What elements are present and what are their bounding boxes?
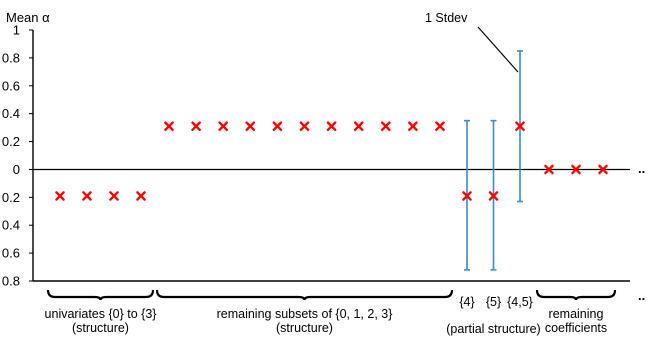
bottom-axis-continuation: ..	[638, 288, 645, 303]
data-point-marker	[164, 121, 174, 132]
data-point-marker	[515, 121, 525, 132]
data-point-marker	[82, 191, 92, 201]
y-tick-labels: 1 0.8 0.6 0.4 0.2 0 0.2 0.4 0.6 0.8	[2, 23, 33, 289]
group-label: remaining	[549, 307, 604, 321]
data-point-marker	[191, 121, 201, 132]
error-bars	[464, 50, 523, 271]
group-label: (structure)	[276, 321, 333, 335]
zero-line-continuation: ..	[638, 161, 645, 176]
group-label: univariates {0} to {3}	[45, 307, 157, 321]
data-point-marker	[571, 164, 581, 175]
y-tick-label: 0	[13, 162, 20, 177]
y-tick-label: 0.6	[2, 246, 20, 261]
group-label: remaining subsets of {0, 1, 2, 3}	[217, 307, 393, 321]
group-bracket	[155, 289, 454, 301]
data-point-marker	[353, 121, 364, 132]
data-point-marker	[136, 191, 146, 201]
y-tick-label: 0.2	[2, 190, 20, 205]
y-tick-label: 1	[13, 23, 20, 38]
data-point-marker	[299, 121, 310, 132]
partial-caption: (partial structure)	[446, 322, 540, 336]
group-brackets: univariates {0} to {3}(structure)remaini…	[45, 289, 617, 335]
data-point-marker	[408, 121, 418, 132]
stdev-annotation-leader	[477, 26, 519, 73]
group-label: (structure)	[72, 321, 129, 335]
annotations: 1 Stdev	[425, 11, 519, 73]
data-point-marker	[598, 164, 608, 175]
y-tick-label: 0.2	[2, 134, 20, 149]
y-tick-label: 0.8	[2, 50, 20, 65]
partial-structure-labels: {4} {5} {4,5} (partial structure)	[446, 295, 540, 336]
data-point-marker	[218, 121, 228, 132]
partial-label: {5}	[486, 295, 501, 309]
y-tick-label: 0.8	[2, 274, 20, 289]
y-tick-label: 0.6	[2, 78, 20, 93]
y-tick-label: 0.4	[2, 218, 20, 233]
group-bracket	[46, 289, 155, 301]
group-label: coefficients	[545, 321, 607, 335]
data-point-marker	[109, 191, 119, 201]
data-point-marker	[488, 191, 499, 201]
data-point-marker	[326, 121, 337, 132]
stdev-annotation-label: 1 Stdev	[425, 11, 468, 25]
data-point-marker	[381, 121, 391, 132]
data-point-marker	[245, 121, 256, 132]
y-axis-label: Mean α	[6, 10, 50, 25]
data-points	[55, 121, 608, 201]
data-point-marker	[272, 121, 283, 132]
data-point-marker	[544, 164, 554, 175]
group-bracket	[535, 289, 617, 301]
partial-label: {4}	[459, 295, 474, 309]
y-tick-label: 0.4	[2, 106, 20, 121]
data-point-marker	[435, 121, 445, 132]
data-point-marker	[462, 191, 472, 201]
data-point-marker	[55, 191, 65, 201]
partial-label: {4,5}	[507, 295, 533, 309]
